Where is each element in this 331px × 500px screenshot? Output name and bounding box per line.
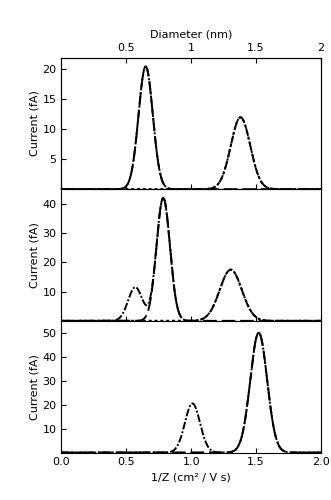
Y-axis label: Current (fA): Current (fA)	[29, 222, 39, 288]
Y-axis label: Current (fA): Current (fA)	[29, 90, 39, 156]
X-axis label: Diameter (nm): Diameter (nm)	[150, 29, 232, 39]
X-axis label: 1/Z (cm² / V s): 1/Z (cm² / V s)	[151, 473, 231, 483]
Y-axis label: Current (fA): Current (fA)	[29, 354, 39, 420]
